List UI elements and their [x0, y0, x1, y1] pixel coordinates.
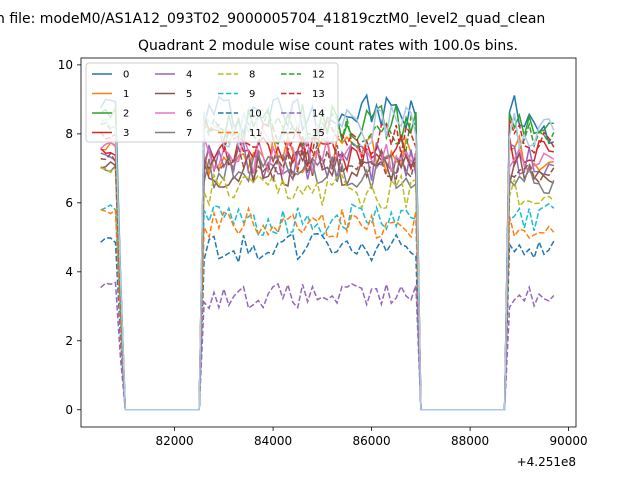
y-tick-label: 4: [65, 265, 73, 279]
series-line-5: [100, 147, 555, 411]
chart-title: Quadrant 2 module wise count rates with …: [138, 38, 518, 54]
series-line-11: [100, 205, 555, 411]
legend-entry-label: 4: [186, 70, 192, 81]
legend-entry-label: 10: [249, 109, 262, 120]
x-tick-label: 82000: [155, 434, 193, 448]
legend-entry-label: 0: [123, 70, 129, 81]
series-line-14: [100, 281, 555, 411]
legend-entry-label: 15: [312, 128, 325, 139]
legend-entry-label: 1: [123, 89, 129, 100]
legend-box: [85, 62, 339, 143]
plot-area: 82000 84000 86000 88000 90000+4.251e80246810…: [58, 57, 588, 469]
legend-entry-label: 12: [312, 70, 325, 81]
figure-suptitle: n file: modeM0/AS1A12_093T02_9000005704_…: [0, 11, 545, 27]
legend-entry-label: 3: [123, 128, 129, 139]
legend-entry-label: 13: [312, 89, 325, 100]
plot-frame: [80, 57, 577, 428]
series-line-13: [100, 118, 555, 411]
legend-entry-label: 2: [123, 109, 129, 120]
series-line-2: [100, 103, 554, 411]
y-tick-label: 2: [65, 334, 73, 348]
y-tick-label: 10: [58, 58, 73, 72]
series-line-7: [100, 154, 555, 411]
legend-entry-label: 7: [186, 128, 192, 139]
series-line-10: [100, 232, 555, 411]
x-tick-label: 90000: [550, 434, 588, 448]
legend-entry-label: 6: [186, 109, 192, 120]
y-tick-label: 6: [65, 196, 73, 210]
legend-entry-label: 5: [186, 89, 192, 100]
legend-entry-label: 8: [249, 70, 255, 81]
legend-entry-label: 11: [249, 128, 262, 139]
x-offset-label: +4.251e8: [517, 455, 576, 469]
legend-entry-label: 9: [249, 89, 255, 100]
series-line-12: [100, 108, 555, 411]
legend-entry-label: 14: [312, 109, 325, 120]
x-tick-label: 86000: [353, 434, 391, 448]
y-tick-label: 8: [65, 127, 73, 141]
x-tick-label: 88000: [451, 434, 489, 448]
y-tick-label: 0: [65, 403, 73, 417]
x-tick-label: 84000: [254, 434, 292, 448]
series-line-8: [100, 165, 555, 411]
